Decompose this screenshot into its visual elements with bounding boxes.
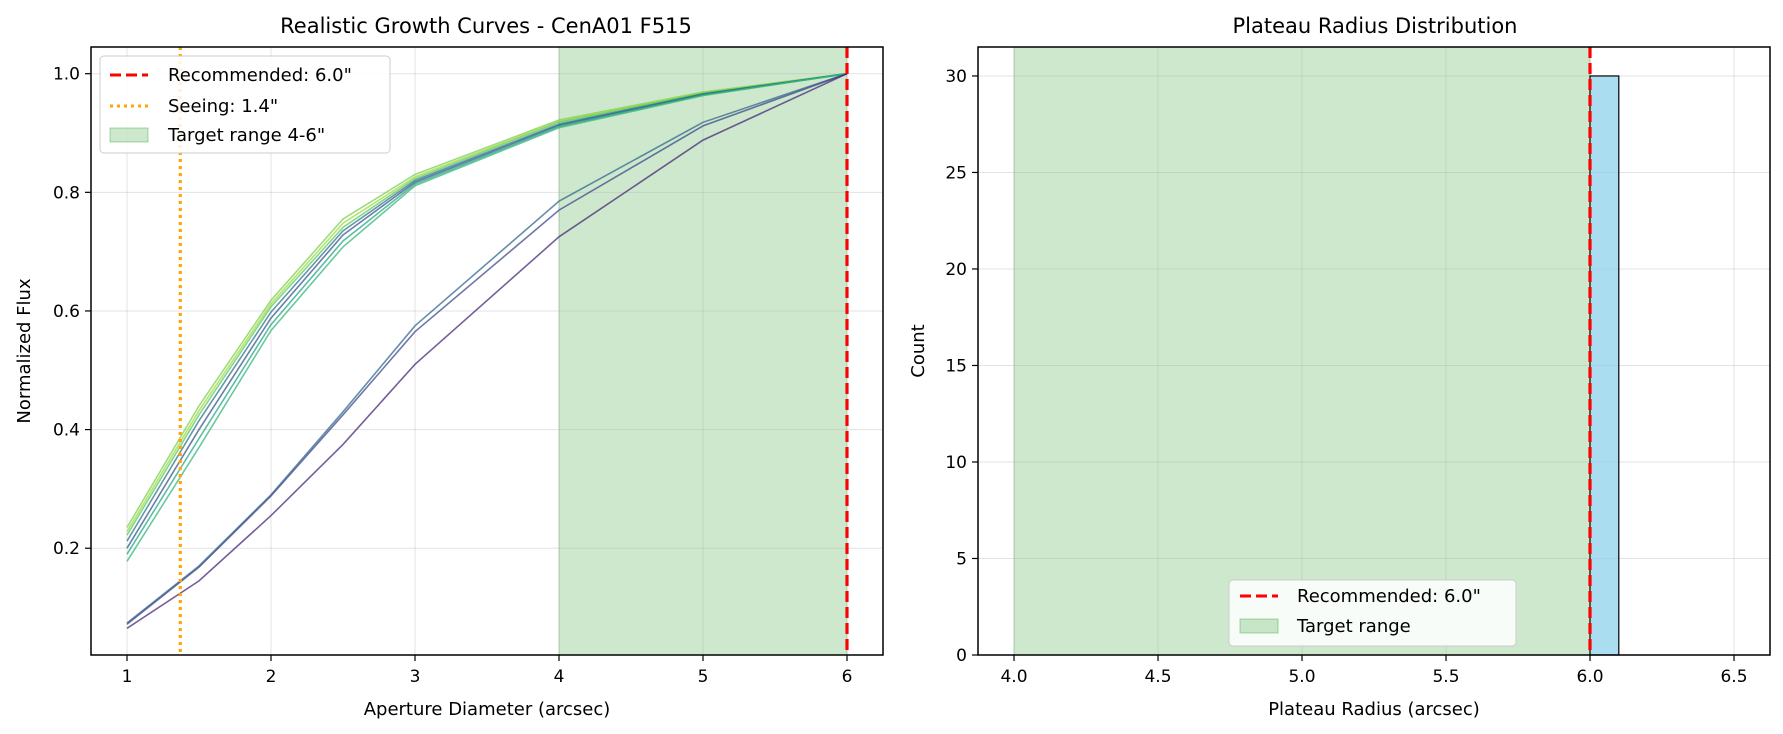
x-axis-label: Aperture Diameter (arcsec) (364, 699, 611, 720)
y-tick-label: 20 (945, 260, 967, 280)
target-range-span (558, 46, 848, 656)
growth-curve-line (126, 72, 848, 625)
legend-recommended-label: Recommended: 6.0" (168, 65, 352, 86)
x-tick-label: 5 (698, 667, 709, 687)
x-tick-label: 6 (842, 667, 853, 687)
histogram-bar (1589, 75, 1620, 656)
growth-curve-line (126, 72, 848, 629)
y-tick-label: 1.0 (53, 65, 80, 85)
chart-title: Realistic Growth Curves - CenA01 F515 (280, 14, 692, 38)
y-tick-label: 30 (945, 67, 967, 87)
target-range-span (1013, 46, 1591, 656)
x-axis-label: Plateau Radius (arcsec) (1268, 699, 1480, 720)
plateau-distribution-chart: Plateau Radius Distribution 4.0 4.5 5.0 5.5… (908, 14, 1771, 720)
x-tick-label: 2 (266, 667, 277, 687)
x-tick-label: 4.5 (1144, 667, 1171, 687)
legend-box (1228, 579, 1517, 647)
legend-recommended-label: Recommended: 6.0" (1297, 586, 1481, 607)
x-tick-label: 5.5 (1432, 667, 1459, 687)
legend-target-label: Target range (1296, 616, 1411, 637)
chart-title: Plateau Radius Distribution (1233, 14, 1518, 38)
x-tick-label: 3 (410, 667, 421, 687)
y-tick-label: 0.6 (53, 302, 80, 322)
y-tick-label: 15 (945, 356, 967, 376)
y-tick-label: 5 (956, 549, 967, 569)
x-tick-label: 4 (554, 667, 565, 687)
y-tick-label: 0.4 (53, 421, 80, 441)
y-axis-label: Count (908, 324, 929, 377)
y-tick-label: 10 (945, 453, 967, 473)
x-tick-label: 5.0 (1288, 667, 1315, 687)
plot-frame (977, 46, 1771, 656)
plot-frame (90, 46, 884, 656)
x-tick-label: 4.0 (1000, 667, 1027, 687)
legend-seeing-label: Seeing: 1.4" (168, 96, 278, 117)
legend: Recommended: 6.0" Seeing: 1.4" Target ra… (99, 55, 391, 154)
x-tick-label: 6.5 (1720, 667, 1747, 687)
y-tick-label: 0 (956, 646, 967, 666)
y-axis-label: Normalized Flux (14, 278, 35, 424)
growth-curve-line (126, 72, 848, 624)
legend-box (99, 55, 391, 154)
y-tick-label: 0.2 (53, 539, 80, 559)
legend: Recommended: 6.0" Target range (1228, 579, 1517, 647)
x-tick-label: 6.0 (1576, 667, 1603, 687)
legend-target-swatch (1239, 618, 1279, 634)
legend-target-swatch (109, 127, 149, 143)
y-tick-label: 25 (945, 163, 967, 183)
legend-target-label: Target range 4-6" (167, 125, 325, 146)
growth-curve-line (126, 72, 848, 562)
x-tick-label: 1 (122, 667, 133, 687)
growth-curves-chart: Realistic Growth Curves - CenA01 F515 1 2… (14, 14, 884, 720)
y-tick-label: 0.8 (53, 183, 80, 203)
